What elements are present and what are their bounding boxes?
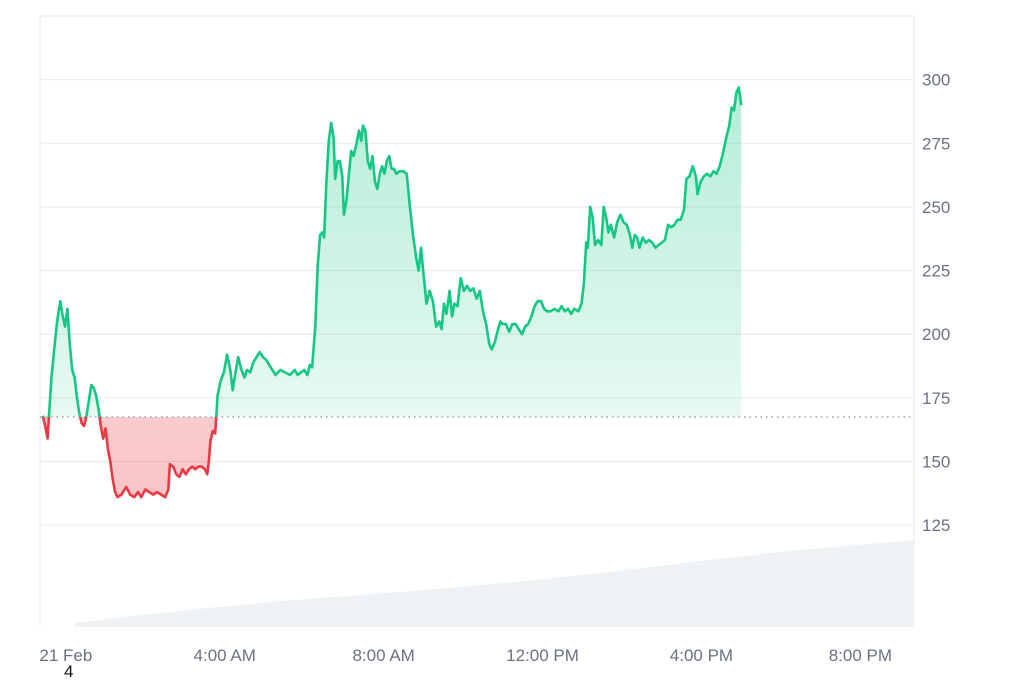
x-tick-label: 4:00 AM — [194, 646, 256, 665]
y-tick-label: 175 — [922, 389, 950, 408]
area-below-baseline — [42, 416, 742, 498]
y-tick-label: 300 — [922, 71, 950, 90]
y-tick-label: 125 — [922, 516, 950, 535]
area-above-baseline — [42, 87, 742, 417]
y-tick-label: 250 — [922, 198, 950, 217]
x-tick-label: 8:00 PM — [829, 646, 892, 665]
volume-area — [75, 540, 914, 627]
x-tick-label: 21 Feb — [39, 646, 92, 665]
x-tick-label: 4:00 PM — [670, 646, 733, 665]
y-tick-label: 200 — [922, 325, 950, 344]
y-tick-label: 225 — [922, 262, 950, 281]
y-tick-label: 275 — [922, 134, 950, 153]
y-tick-label: 150 — [922, 453, 950, 472]
x-tick-label: 12:00 PM — [506, 646, 579, 665]
price-line-up — [41, 86, 743, 417]
price-line-down — [41, 416, 218, 499]
footnote-label: 4 — [64, 662, 74, 681]
x-tick-label: 8:00 AM — [352, 646, 414, 665]
